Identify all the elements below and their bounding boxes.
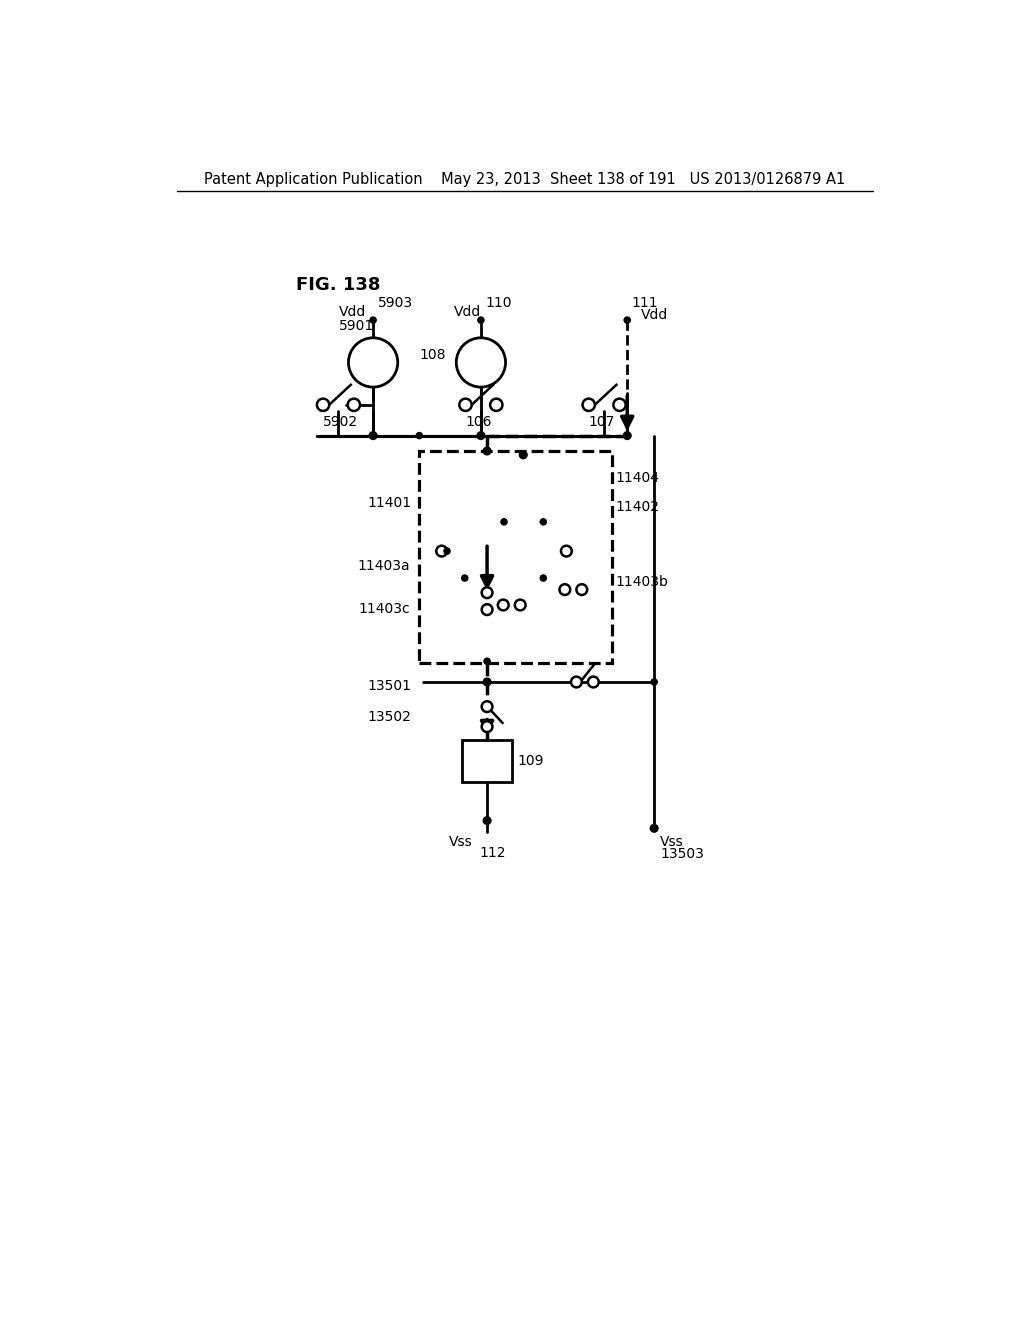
Circle shape: [577, 585, 587, 595]
Circle shape: [519, 451, 527, 459]
Circle shape: [462, 576, 468, 581]
Circle shape: [515, 599, 525, 610]
Text: 13502: 13502: [368, 710, 412, 723]
Circle shape: [483, 817, 490, 825]
Circle shape: [436, 545, 447, 557]
Circle shape: [498, 599, 509, 610]
Circle shape: [348, 338, 397, 387]
Circle shape: [541, 519, 547, 525]
Circle shape: [625, 317, 631, 323]
Text: 11404: 11404: [615, 471, 659, 484]
Circle shape: [481, 701, 493, 711]
Text: 111: 111: [632, 296, 658, 310]
Text: 112: 112: [479, 846, 506, 859]
Text: 11403c: 11403c: [358, 602, 410, 616]
Text: 5902: 5902: [323, 414, 358, 429]
Bar: [419, 451, 611, 663]
Circle shape: [541, 576, 547, 581]
Circle shape: [650, 825, 658, 832]
Text: 11401: 11401: [368, 496, 412, 511]
Text: 109: 109: [518, 754, 545, 768]
Text: 11402: 11402: [615, 500, 659, 515]
Circle shape: [444, 548, 451, 554]
Circle shape: [481, 587, 493, 598]
Text: 110: 110: [485, 296, 512, 310]
Circle shape: [348, 399, 360, 411]
Circle shape: [477, 432, 484, 440]
Text: 13501: 13501: [368, 678, 412, 693]
Text: 5903: 5903: [378, 296, 413, 310]
Text: Vdd: Vdd: [641, 309, 669, 322]
Circle shape: [481, 605, 493, 615]
Circle shape: [490, 399, 503, 411]
Text: 106: 106: [466, 414, 492, 429]
Circle shape: [484, 659, 490, 664]
Circle shape: [583, 399, 595, 411]
Circle shape: [416, 433, 422, 438]
Circle shape: [478, 317, 484, 323]
Circle shape: [559, 585, 570, 595]
Circle shape: [484, 576, 490, 581]
Circle shape: [501, 519, 507, 525]
Circle shape: [651, 678, 657, 685]
Text: Vdd: Vdd: [454, 305, 481, 319]
Text: Vss: Vss: [449, 836, 472, 849]
Circle shape: [571, 677, 582, 688]
Text: Vss: Vss: [660, 836, 684, 849]
Text: 107: 107: [589, 414, 615, 429]
Text: 13503: 13503: [660, 846, 705, 861]
Bar: [463, 739, 512, 781]
Circle shape: [483, 447, 490, 455]
Text: Patent Application Publication    May 23, 2013  Sheet 138 of 191   US 2013/01268: Patent Application Publication May 23, 2…: [204, 173, 846, 187]
Circle shape: [624, 432, 631, 440]
Circle shape: [483, 678, 490, 686]
Circle shape: [370, 432, 377, 440]
Text: FIG. 138: FIG. 138: [296, 276, 381, 294]
Circle shape: [460, 399, 472, 411]
Circle shape: [316, 399, 330, 411]
Circle shape: [481, 721, 493, 733]
Text: 5901: 5901: [339, 319, 374, 333]
Text: 108: 108: [419, 347, 445, 362]
Text: 11403b: 11403b: [615, 576, 669, 589]
Text: Vdd: Vdd: [339, 305, 366, 319]
Circle shape: [561, 545, 571, 557]
Circle shape: [613, 399, 626, 411]
Circle shape: [370, 317, 376, 323]
Circle shape: [457, 338, 506, 387]
Text: 11403a: 11403a: [357, 560, 410, 573]
Circle shape: [588, 677, 599, 688]
